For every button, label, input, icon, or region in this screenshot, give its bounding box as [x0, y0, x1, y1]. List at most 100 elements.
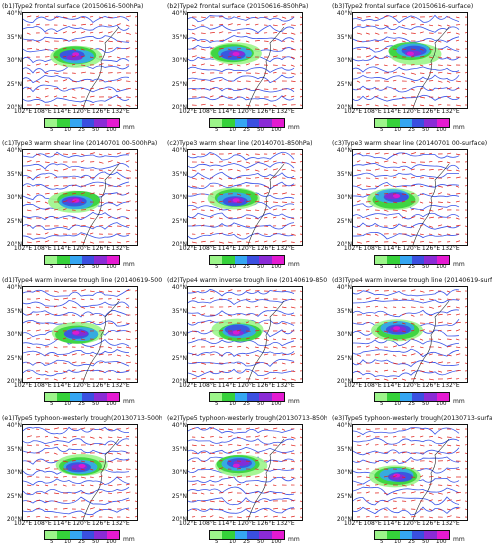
wind-vector: [281, 168, 286, 171]
wind-vector: [392, 436, 397, 438]
wind-vector: [134, 24, 137, 26]
wind-vector: [446, 313, 452, 316]
wind-vector: [116, 201, 122, 203]
wind-vector: [437, 499, 442, 502]
streamline: [353, 289, 460, 297]
wind-vector: [446, 87, 452, 90]
wind-vector: [356, 507, 362, 510]
wind-vector: [245, 306, 251, 309]
wind-vector: [245, 289, 251, 292]
wind-vector: [44, 63, 49, 66]
wind-vector: [134, 153, 137, 155]
wind-vector: [299, 240, 302, 243]
wind-vector: [218, 168, 223, 171]
streamline: [353, 212, 460, 220]
wind-vector: [227, 88, 232, 90]
wind-vector: [401, 443, 406, 446]
wind-vector: [218, 193, 224, 196]
wind-vector: [89, 184, 95, 187]
wind-vector: [410, 185, 416, 187]
wind-vector: [191, 224, 196, 227]
colorbar-tick-label: 10: [394, 127, 401, 133]
wind-vector: [245, 451, 250, 454]
wind-vector: [290, 224, 296, 227]
wind-vector: [227, 435, 233, 438]
wind-vector: [281, 32, 287, 34]
wind-vector: [281, 103, 287, 106]
wind-vector: [272, 338, 277, 340]
wind-vector: [89, 298, 94, 300]
wind-vector: [254, 32, 259, 34]
streamline: [23, 84, 130, 93]
wind-vector: [428, 209, 434, 212]
wind-vector: [464, 500, 467, 502]
wind-vector: [356, 104, 362, 106]
wind-vector: [44, 484, 49, 487]
lat-tick-label: 35°N: [171, 307, 187, 315]
wind-vector: [401, 96, 407, 99]
wind-vector: [383, 475, 389, 478]
wind-vector: [365, 435, 371, 438]
wind-vector: [236, 298, 241, 301]
wind-vector: [125, 306, 130, 309]
colorbar-segment: [57, 393, 71, 401]
lat-tick-label: 30°N: [6, 194, 22, 201]
wind-vector: [236, 362, 242, 365]
wind-vector: [218, 370, 225, 373]
map-svg: [353, 152, 467, 245]
wind-vector: [200, 436, 205, 439]
wind-vector: [290, 338, 296, 340]
wind-vector: [134, 460, 137, 462]
wind-vector: [44, 240, 50, 243]
wind-vector: [374, 217, 379, 220]
colorbar-segment: [210, 119, 223, 127]
wind-vector: [254, 500, 260, 503]
wind-vector: [116, 88, 121, 91]
wind-vector: [125, 322, 130, 324]
wind-vector: [272, 176, 277, 179]
colorbar-segment: [106, 119, 119, 127]
wind-vector: [299, 225, 302, 228]
colorbar-tick-label: 50: [92, 127, 99, 133]
colorbar-segment: [106, 256, 119, 264]
wind-vector: [62, 377, 67, 380]
colorbar-tick-label: 10: [229, 401, 236, 407]
wind-vector: [80, 201, 85, 204]
wind-vector: [26, 153, 31, 155]
wind-vector: [53, 346, 58, 349]
wind-vector: [401, 467, 407, 470]
wind-vector: [392, 79, 397, 82]
wind-vector: [356, 233, 362, 235]
wind-vector: [437, 492, 443, 495]
wind-vector: [227, 64, 233, 66]
wind-vector: [401, 451, 407, 454]
wind-vector: [116, 436, 122, 439]
wind-vector: [245, 370, 250, 373]
lat-tick-label: 40°N: [336, 10, 352, 17]
wind-vector: [365, 225, 370, 228]
wind-vector: [254, 298, 259, 301]
wind-vector: [290, 444, 296, 447]
wind-vector: [254, 305, 259, 308]
wind-vector: [245, 492, 250, 495]
wind-vector: [98, 452, 103, 455]
panel-title: (c3)Type3 warm shear line (20140701 00-s…: [332, 140, 488, 147]
colorbar-tick-label: 10: [64, 127, 71, 133]
wind-vector: [62, 47, 67, 50]
lat-tick-label: 40°N: [171, 422, 187, 429]
wind-vector: [272, 232, 278, 235]
wind-vector: [191, 185, 197, 188]
wind-vector: [263, 370, 269, 373]
wind-vector: [26, 217, 32, 220]
map-panel-b3: (b3)Type2 frontal surface (20150616-surf…: [330, 0, 494, 137]
wind-vector: [236, 160, 242, 163]
wind-vector: [53, 48, 58, 50]
wind-vector: [116, 290, 121, 293]
wind-vector: [419, 104, 425, 107]
lon-tick-label: 114°E: [52, 520, 72, 527]
colorbar-tick-label: 25: [78, 539, 85, 545]
wind-vector: [299, 217, 302, 219]
wind-vector: [392, 95, 397, 98]
wind-vector: [209, 475, 215, 478]
wind-vector: [365, 345, 370, 348]
